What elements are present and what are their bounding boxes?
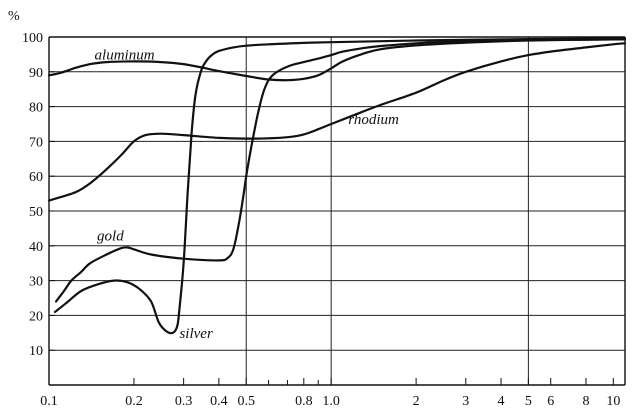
x-tick-label-8: 8 (582, 394, 589, 409)
y-tick-label-100: 100 (22, 31, 43, 46)
y-tick-label-10: 10 (29, 344, 43, 359)
x-tick-label-0.1: 0.1 (40, 394, 58, 409)
series-line-gold (55, 38, 627, 303)
y-tick-label-80: 80 (29, 101, 43, 116)
series-line-rhodium (47, 42, 627, 202)
x-tick-labels: 0.1 0.2 0.3 0.4 0.5 0.8 1.0 2 3 4 5 6 8 10 (40, 394, 620, 409)
tick-marks (48, 36, 614, 385)
series-lines (47, 37, 627, 335)
grid (49, 37, 625, 385)
y-axis-unit-label: % (8, 9, 20, 24)
x-tick-label-0.5: 0.5 (237, 394, 255, 409)
x-tick-label-3: 3 (462, 394, 469, 409)
y-tick-label-70: 70 (29, 135, 43, 150)
x-tick-label-4: 4 (498, 394, 505, 409)
y-tick-label-60: 60 (29, 170, 43, 185)
series-label-gold: gold (97, 229, 124, 245)
series-labels: aluminum rhodium gold silver (95, 48, 399, 342)
x-tick-label-1.0: 1.0 (322, 394, 340, 409)
x-tick-label-6: 6 (547, 394, 554, 409)
y-tick-label-40: 40 (29, 240, 43, 255)
x-tick-label-10: 10 (606, 394, 620, 409)
y-tick-label-20: 20 (29, 309, 43, 324)
x-tick-label-2: 2 (413, 394, 420, 409)
x-tick-label-0.3: 0.3 (175, 394, 193, 409)
series-label-aluminum: aluminum (95, 48, 155, 64)
x-tick-label-5: 5 (525, 394, 532, 409)
series-label-silver: silver (179, 326, 212, 342)
series-line-silver (53, 37, 627, 335)
y-tick-labels: 10 20 30 40 50 60 70 80 90 100 (22, 31, 43, 359)
x-tick-label-0.8: 0.8 (295, 394, 313, 409)
x-tick-label-0.2: 0.2 (125, 394, 143, 409)
y-tick-label-90: 90 (29, 66, 43, 81)
x-tick-label-0.4: 0.4 (210, 394, 228, 409)
series-label-rhodium: rhodium (348, 112, 399, 128)
y-tick-label-50: 50 (29, 205, 43, 220)
series-line-aluminum (47, 38, 627, 82)
y-tick-label-30: 30 (29, 275, 43, 290)
